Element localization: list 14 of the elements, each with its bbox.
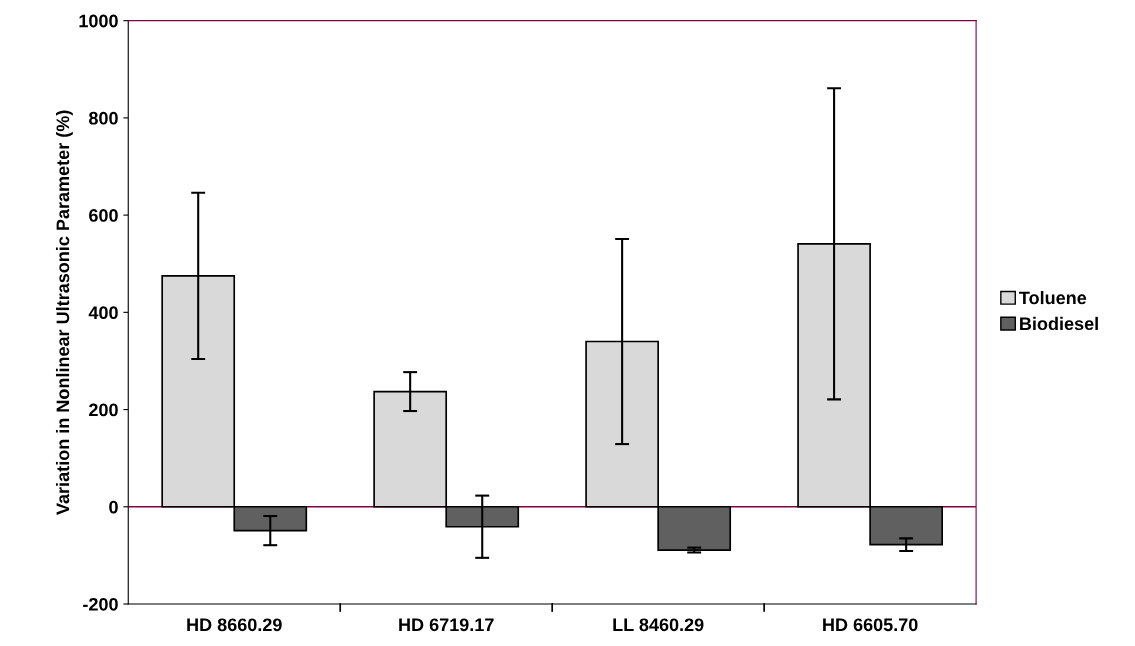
- y-tick-label: 400: [88, 306, 118, 320]
- x-tick-label: HD 6605.70: [823, 618, 918, 632]
- y-tick-label: 1000: [79, 14, 118, 28]
- x-tick-label: HD 6719.17: [399, 618, 494, 632]
- x-tick-label: LL 8460.29: [613, 618, 704, 632]
- x-tick-label: HD 8660.29: [187, 618, 282, 632]
- y-axis-title: Variation in Nonlinear Ultrasonic Parameter (%): [55, 110, 73, 515]
- y-tick-label: -200: [83, 597, 118, 611]
- y-tick-label: 200: [89, 403, 118, 417]
- legend-label: Biodiesel: [1020, 316, 1098, 331]
- y-tick-label: 0: [109, 500, 118, 514]
- y-tick-label: 600: [89, 209, 118, 222]
- legend-label: Toluene: [1019, 291, 1087, 305]
- y-tick-label: 800: [88, 111, 118, 125]
